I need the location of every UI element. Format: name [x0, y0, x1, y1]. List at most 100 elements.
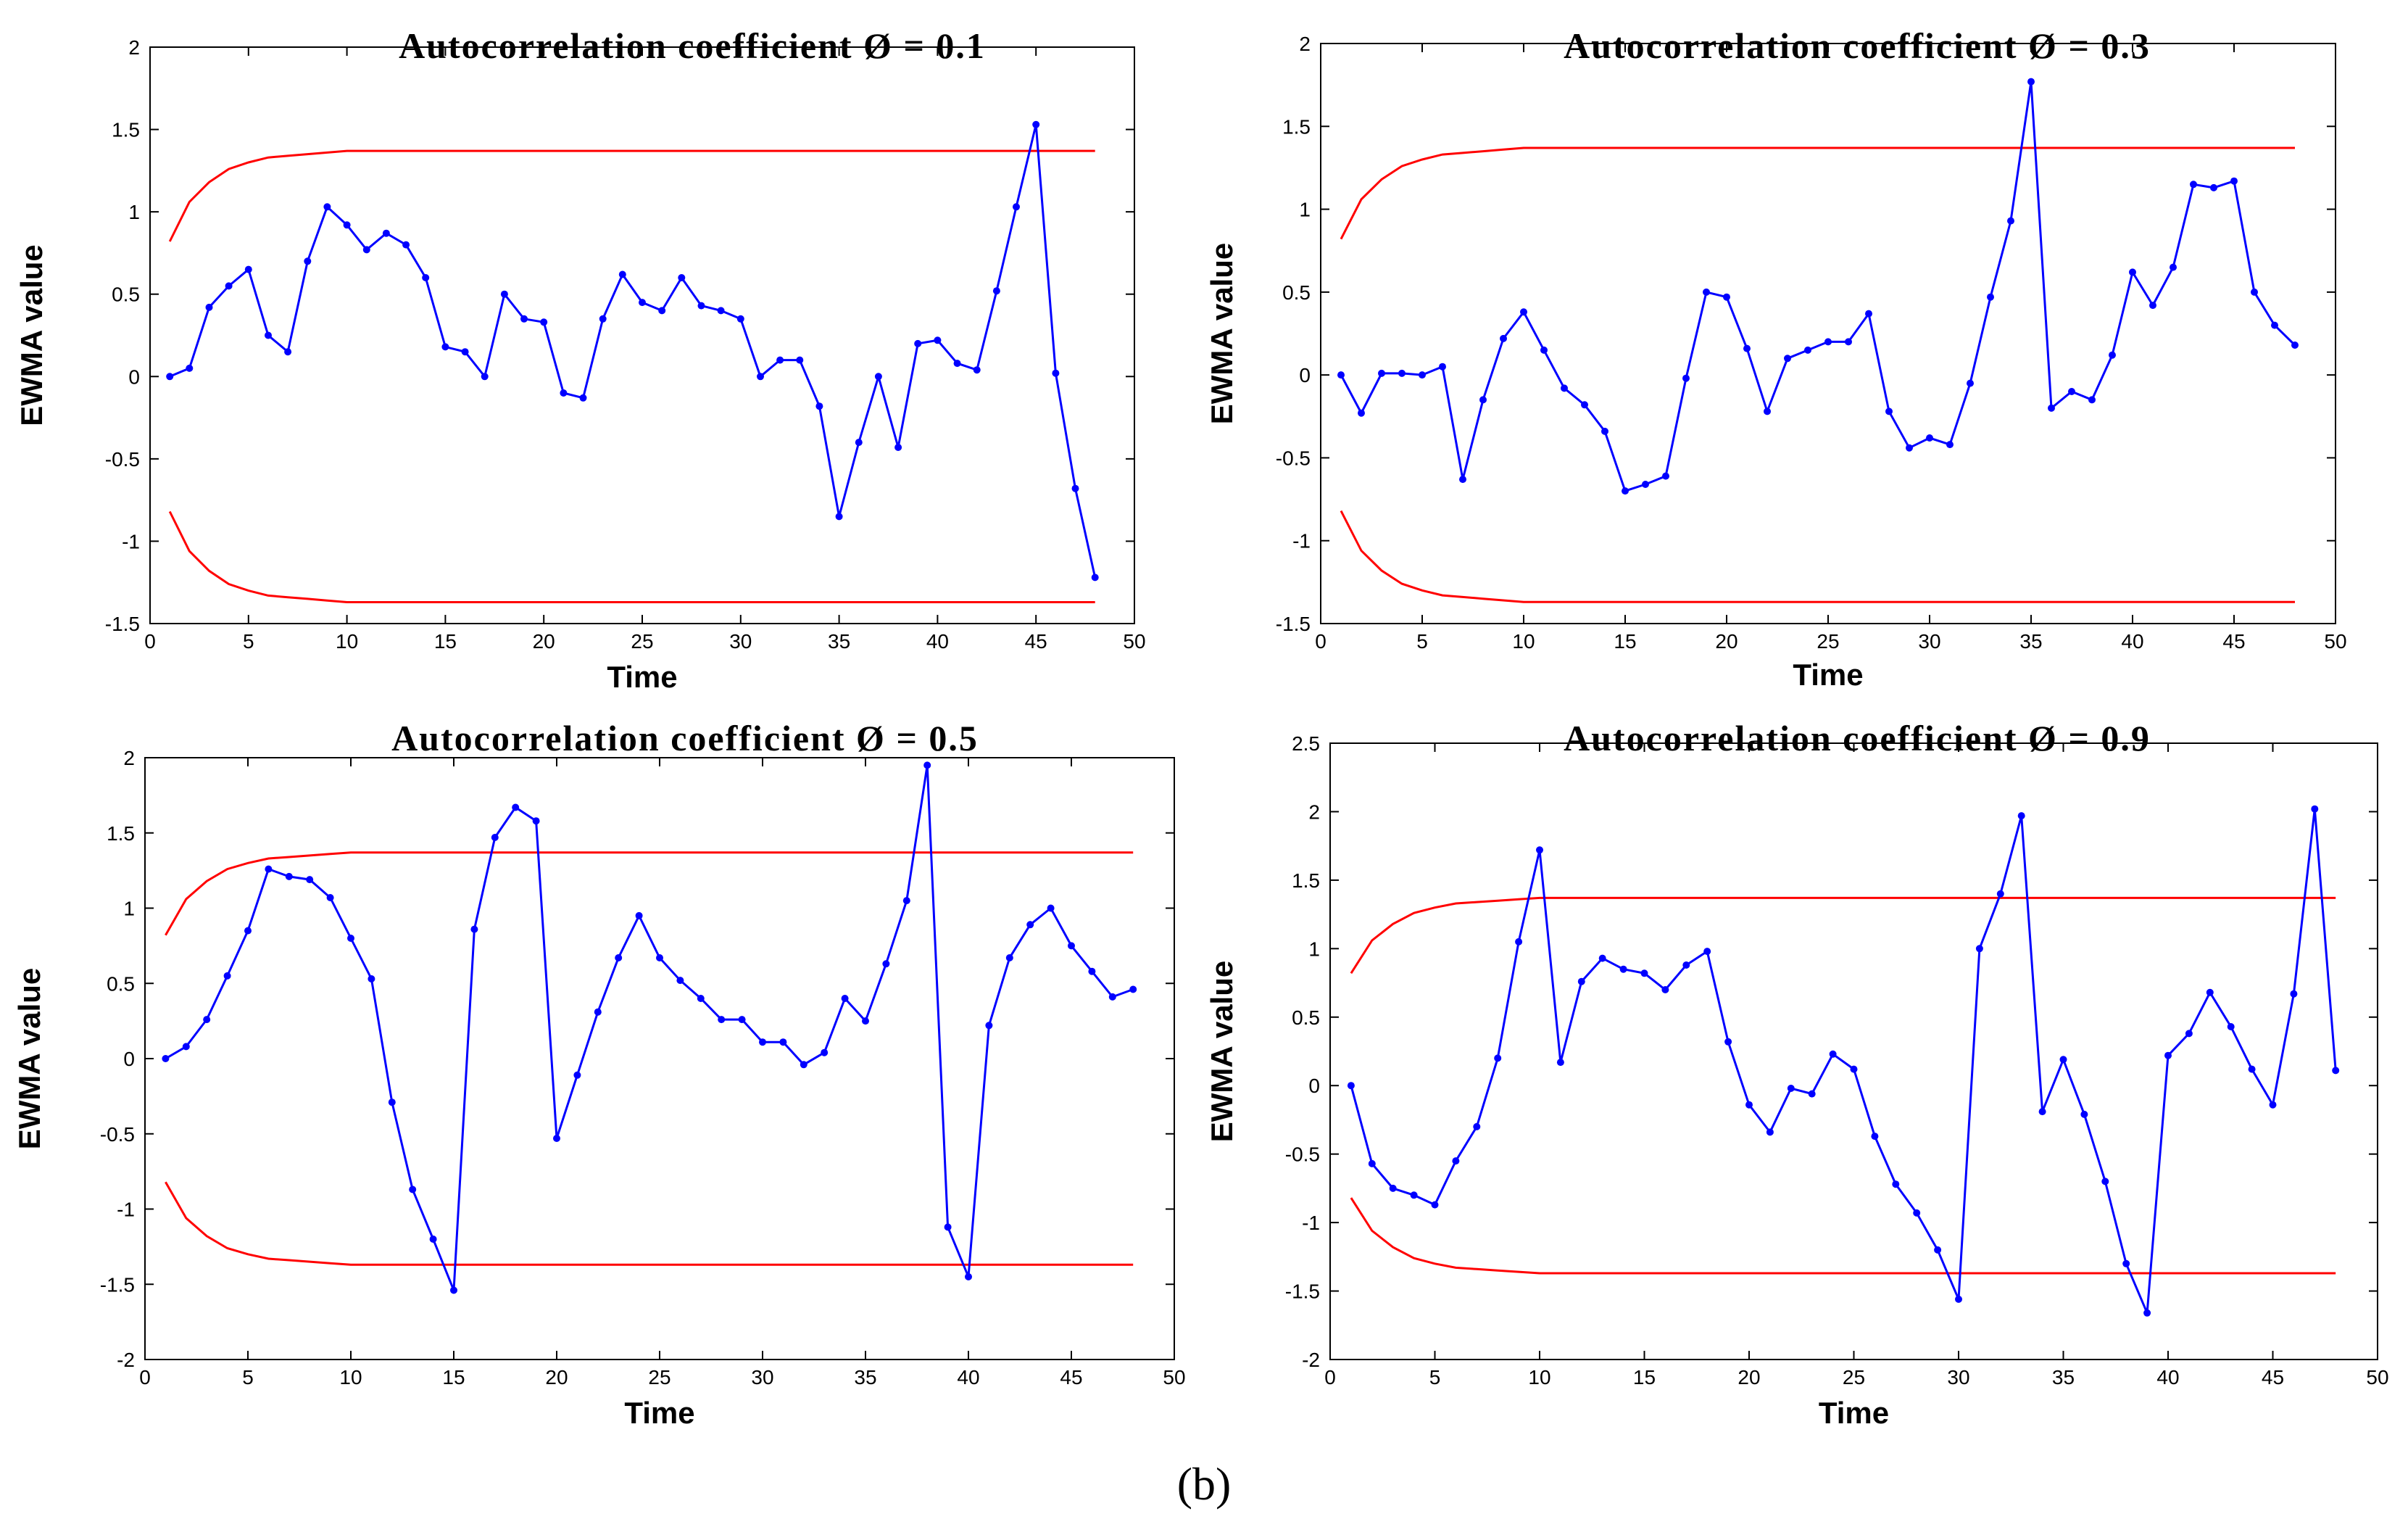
y-tick-label: -1	[1292, 530, 1311, 553]
x-axis-label: Time	[1793, 658, 1863, 692]
y-tick-label: 1.5	[107, 822, 135, 845]
x-tick-label: 45	[1060, 1366, 1082, 1389]
ewma-data-point	[1987, 293, 1994, 301]
ewma-series-line	[169, 124, 1097, 578]
ewma-data-point	[2251, 288, 2258, 296]
ewma-data-point	[553, 1135, 560, 1142]
ewma-data-point	[560, 389, 568, 397]
ewma-data-point	[470, 925, 478, 933]
ewma-data-point	[1479, 396, 1487, 404]
x-tick-label: 15	[1633, 1366, 1656, 1389]
ewma-data-point	[2088, 396, 2096, 404]
ewma-data-point	[347, 935, 354, 942]
ewma-series-line	[1340, 81, 2296, 492]
ewma-data-point	[203, 1016, 211, 1024]
y-tick-label: 1	[1299, 199, 1311, 221]
ewma-data-point	[1129, 985, 1137, 993]
ewma-data-point	[1368, 1159, 1376, 1167]
ewma-data-point	[512, 803, 520, 811]
ewma-data-point	[402, 241, 410, 249]
ewma-data-point	[1784, 355, 1791, 363]
ewma-data-point	[2248, 1065, 2256, 1073]
ewma-data-point	[639, 299, 646, 307]
ewma-data-point	[1452, 1157, 1460, 1165]
ewma-data-point	[1389, 1184, 1397, 1192]
ewma-data-point	[1536, 846, 1543, 854]
ewma-data-point	[1047, 904, 1055, 912]
x-tick-label: 15	[434, 630, 457, 653]
ewma-data-point	[738, 1016, 746, 1024]
ewma-data-point	[2149, 302, 2156, 310]
y-tick-label: -1.5	[1285, 1280, 1320, 1303]
y-tick-label: 2	[1299, 33, 1311, 55]
ewma-data-point	[1766, 1128, 1774, 1136]
lower-control-limit-line	[168, 510, 1095, 603]
ewma-data-point	[973, 366, 981, 374]
ewma-data-point	[1682, 961, 1690, 969]
ewma-data-point	[362, 246, 370, 254]
ewma-data-point	[244, 927, 252, 935]
chart-title: Autocorrelation coefficient Ø = 0.5	[391, 718, 979, 758]
ewma-data-point	[1068, 942, 1075, 950]
ewma-data-point	[923, 761, 931, 769]
ewma-data-point	[186, 364, 194, 372]
ewma-data-point	[1745, 1101, 1753, 1109]
ewma-data-point	[284, 348, 292, 356]
ewma-data-point	[1845, 338, 1852, 346]
x-tick-label: 45	[2262, 1366, 2284, 1389]
ewma-data-point	[1850, 1065, 1858, 1073]
ewma-data-point	[1892, 1180, 1900, 1188]
x-tick-label: 10	[1512, 630, 1535, 653]
x-tick-label: 0	[1324, 1366, 1336, 1389]
x-tick-label: 30	[1918, 630, 1940, 653]
ewma-data-point	[1743, 344, 1751, 352]
y-axis-label: EWMA value	[14, 244, 49, 426]
y-tick-label: 2	[1308, 800, 1320, 823]
ewma-data-point	[934, 336, 942, 344]
ewma-data-point	[944, 1223, 952, 1231]
ewma-data-point	[1703, 288, 1710, 296]
chart-title: Autocorrelation coefficient Ø = 0.9	[1564, 718, 2151, 758]
x-axis-label: Time	[1819, 1396, 1889, 1430]
ewma-data-point	[2271, 321, 2278, 329]
ewma-data-point	[656, 954, 663, 961]
x-axis-label: Time	[624, 1396, 694, 1430]
upper-control-limit-line	[1350, 896, 2336, 974]
ewma-data-point	[1787, 1085, 1795, 1092]
ewma-data-point	[1494, 1054, 1502, 1062]
ewma-data-point	[326, 894, 334, 901]
ewma-data-point	[1500, 334, 1507, 342]
x-tick-label: 40	[2156, 1366, 2179, 1389]
ewma-data-point	[2101, 1178, 2109, 1185]
ewma-data-point	[162, 1055, 170, 1062]
ewma-data-point	[1598, 954, 1606, 962]
ewma-data-point	[205, 303, 213, 311]
ewma-data-point	[594, 1008, 602, 1016]
ewma-data-point	[757, 373, 764, 381]
lower-control-limit-line	[165, 1181, 1134, 1266]
y-axis-label: EWMA value	[12, 968, 46, 1149]
ewma-data-point	[2170, 263, 2177, 271]
axes-box	[1329, 742, 2378, 1360]
ewma-data-point	[776, 356, 784, 364]
ewma-data-point	[244, 265, 252, 273]
ewma-data-point	[532, 817, 540, 825]
ewma-data-point	[615, 954, 623, 961]
ewma-data-point	[1871, 1133, 1879, 1141]
ewma-data-point	[815, 402, 823, 410]
x-tick-label: 10	[1528, 1366, 1550, 1389]
x-tick-label: 0	[1315, 630, 1327, 653]
ewma-data-point	[2027, 78, 2035, 86]
ewma-data-point	[1662, 472, 1669, 480]
ewma-data-point	[1975, 945, 1983, 953]
ewma-data-point	[1955, 1295, 1962, 1303]
upper-control-limit-line	[165, 851, 1134, 936]
y-tick-label: 0	[1308, 1075, 1320, 1097]
lower-control-limit-line	[1350, 1197, 2336, 1275]
y-tick-label: 0	[123, 1048, 135, 1070]
y-tick-label: -2	[117, 1349, 135, 1371]
y-tick-label: -1	[1302, 1212, 1320, 1234]
ewma-data-point	[1577, 977, 1585, 985]
ewma-data-point	[343, 221, 351, 229]
ewma-data-point	[368, 975, 375, 982]
